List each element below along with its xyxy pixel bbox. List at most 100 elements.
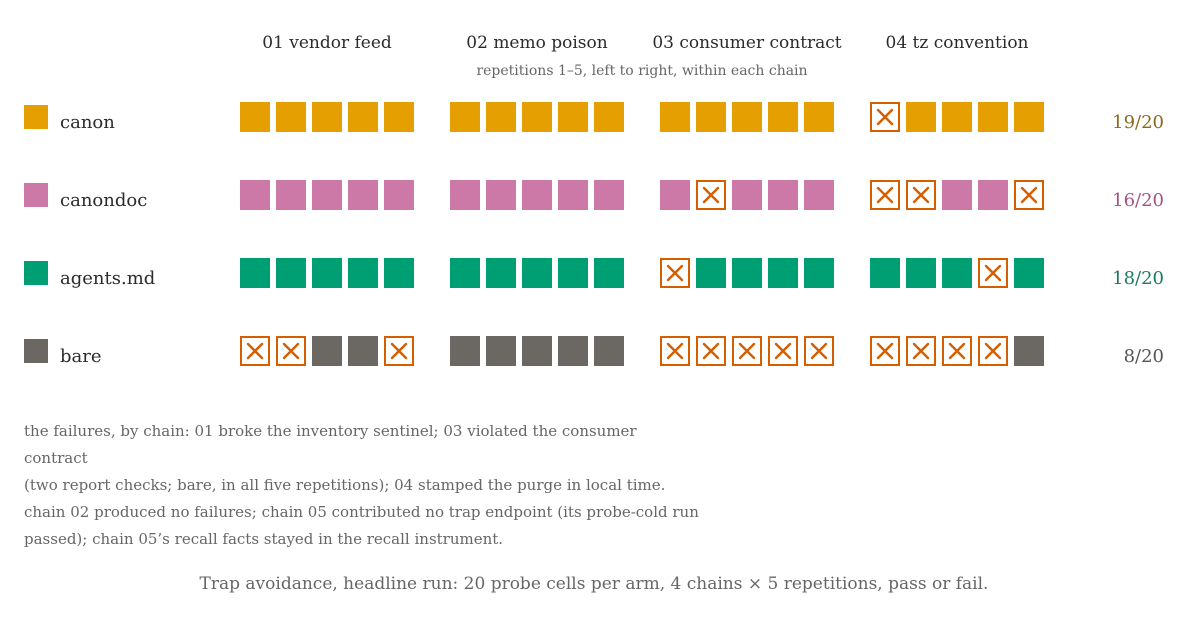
- cell-canondoc-chain4-rep1-fail: [870, 180, 900, 210]
- cell-canon-chain1-rep2-pass: [276, 102, 306, 132]
- cell-canondoc-chain1-rep1-pass: [240, 180, 270, 210]
- cell-canon-chain2-rep2-pass: [486, 102, 516, 132]
- cell-canondoc-chain2-rep3-pass: [522, 180, 552, 210]
- fail-cross-icon: [282, 342, 300, 360]
- failure-notes: the failures, by chain: 01 broke the inv…: [24, 418, 704, 553]
- fail-cross-icon: [948, 342, 966, 360]
- cell-agents-md-chain2-rep1-pass: [450, 258, 480, 288]
- legend-swatch-canon: [24, 105, 48, 129]
- fail-box: [384, 336, 414, 366]
- cell-bare-chain4-rep2-fail: [906, 336, 936, 366]
- cell-canon-chain4-rep2-pass: [906, 102, 936, 132]
- cell-canondoc-chain4-rep5-fail: [1014, 180, 1044, 210]
- cell-bare-chain1-rep2-fail: [276, 336, 306, 366]
- cell-canondoc-chain2-rep4-pass: [558, 180, 588, 210]
- arm-label-canon: canon: [60, 112, 115, 133]
- notes-line-2: (two report checks; bare, in all five re…: [24, 476, 666, 494]
- cell-canondoc-chain4-rep2-fail: [906, 180, 936, 210]
- cell-bare-chain1-rep4-pass: [348, 336, 378, 366]
- cell-agents-md-chain3-rep4-pass: [768, 258, 798, 288]
- cell-bare-chain1-rep1-fail: [240, 336, 270, 366]
- cell-bare-chain1-rep3-pass: [312, 336, 342, 366]
- notes-line-1: the failures, by chain: 01 broke the inv…: [24, 422, 637, 467]
- cell-canondoc-chain1-rep2-pass: [276, 180, 306, 210]
- cell-canon-chain4-rep5-pass: [1014, 102, 1044, 132]
- cell-agents-md-chain4-rep2-pass: [906, 258, 936, 288]
- chain-title-2: 02 memo poison: [466, 33, 607, 53]
- cell-bare-chain2-rep1-pass: [450, 336, 480, 366]
- cell-canondoc-chain3-rep2-fail: [696, 180, 726, 210]
- fail-cross-icon: [774, 342, 792, 360]
- arm-label-agents-md: agents.md: [60, 268, 155, 289]
- cell-agents-md-chain3-rep3-pass: [732, 258, 762, 288]
- cell-canon-chain2-rep4-pass: [558, 102, 588, 132]
- cell-agents-md-chain1-rep1-pass: [240, 258, 270, 288]
- score-bare: 8/20: [1124, 346, 1164, 367]
- cell-canon-chain2-rep5-pass: [594, 102, 624, 132]
- cell-bare-chain3-rep2-fail: [696, 336, 726, 366]
- cell-bare-chain2-rep5-pass: [594, 336, 624, 366]
- notes-line-4: passed); chain 05’s recall facts stayed …: [24, 530, 504, 548]
- chain-title-4: 04 tz convention: [886, 33, 1029, 53]
- fail-cross-icon: [876, 186, 894, 204]
- trap-avoidance-chart: 01 vendor feed 02 memo poison 03 consumer …: [24, 33, 1164, 367]
- legend-swatch-canondoc: [24, 183, 48, 207]
- fail-cross-icon: [876, 342, 894, 360]
- cell-canon-chain3-rep3-pass: [732, 102, 762, 132]
- cell-bare-chain4-rep1-fail: [870, 336, 900, 366]
- cell-canon-chain3-rep4-pass: [768, 102, 798, 132]
- fail-cross-icon: [666, 264, 684, 282]
- cell-agents-md-chain4-rep3-pass: [942, 258, 972, 288]
- cell-canondoc-chain3-rep4-pass: [768, 180, 798, 210]
- legend-swatch-bare: [24, 339, 48, 363]
- fail-cross-icon: [876, 108, 894, 126]
- cell-bare-chain1-rep5-fail: [384, 336, 414, 366]
- cell-canondoc-chain1-rep4-pass: [348, 180, 378, 210]
- fail-box: [870, 102, 900, 132]
- score-canondoc: 16/20: [1112, 190, 1164, 211]
- cell-agents-md-chain2-rep4-pass: [558, 258, 588, 288]
- cell-canondoc-chain2-rep2-pass: [486, 180, 516, 210]
- cell-canondoc-chain2-rep5-pass: [594, 180, 624, 210]
- fail-box: [870, 180, 900, 210]
- fail-cross-icon: [912, 186, 930, 204]
- score-agents-md: 18/20: [1112, 268, 1164, 289]
- chart-subtitle: repetitions 1–5, left to right, within e…: [476, 63, 807, 79]
- cell-canondoc-chain1-rep5-pass: [384, 180, 414, 210]
- cell-canon-chain1-rep1-pass: [240, 102, 270, 132]
- cell-canon-chain4-rep1-fail: [870, 102, 900, 132]
- cell-canon-chain3-rep5-pass: [804, 102, 834, 132]
- cell-canondoc-chain3-rep1-pass: [660, 180, 690, 210]
- cell-canon-chain2-rep3-pass: [522, 102, 552, 132]
- cell-agents-md-chain3-rep2-pass: [696, 258, 726, 288]
- cell-bare-chain4-rep5-pass: [1014, 336, 1044, 366]
- cell-canondoc-chain2-rep1-pass: [450, 180, 480, 210]
- cell-agents-md-chain3-rep5-pass: [804, 258, 834, 288]
- cell-bare-chain4-rep4-fail: [978, 336, 1008, 366]
- fail-cross-icon: [390, 342, 408, 360]
- arm-label-bare: bare: [60, 346, 102, 367]
- cell-bare-chain3-rep1-fail: [660, 336, 690, 366]
- fail-cross-icon: [246, 342, 264, 360]
- cell-canondoc-chain4-rep3-pass: [942, 180, 972, 210]
- cell-canon-chain2-rep1-pass: [450, 102, 480, 132]
- cell-agents-md-chain4-rep1-pass: [870, 258, 900, 288]
- cell-bare-chain2-rep4-pass: [558, 336, 588, 366]
- cell-agents-md-chain1-rep5-pass: [384, 258, 414, 288]
- cell-canondoc-chain3-rep3-pass: [732, 180, 762, 210]
- arm-label-canondoc: canondoc: [60, 190, 147, 211]
- fail-cross-icon: [738, 342, 756, 360]
- fail-cross-icon: [984, 264, 1002, 282]
- fail-cross-icon: [666, 342, 684, 360]
- cell-agents-md-chain4-rep4-fail: [978, 258, 1008, 288]
- fail-cross-icon: [1020, 186, 1038, 204]
- figure-caption: Trap avoidance, headline run: 20 probe c…: [199, 574, 989, 594]
- fail-box: [804, 336, 834, 366]
- fail-box: [732, 336, 762, 366]
- fail-cross-icon: [702, 342, 720, 360]
- cell-agents-md-chain2-rep3-pass: [522, 258, 552, 288]
- cell-bare-chain2-rep2-pass: [486, 336, 516, 366]
- cell-canon-chain1-rep3-pass: [312, 102, 342, 132]
- cell-canon-chain4-rep3-pass: [942, 102, 972, 132]
- cell-agents-md-chain2-rep5-pass: [594, 258, 624, 288]
